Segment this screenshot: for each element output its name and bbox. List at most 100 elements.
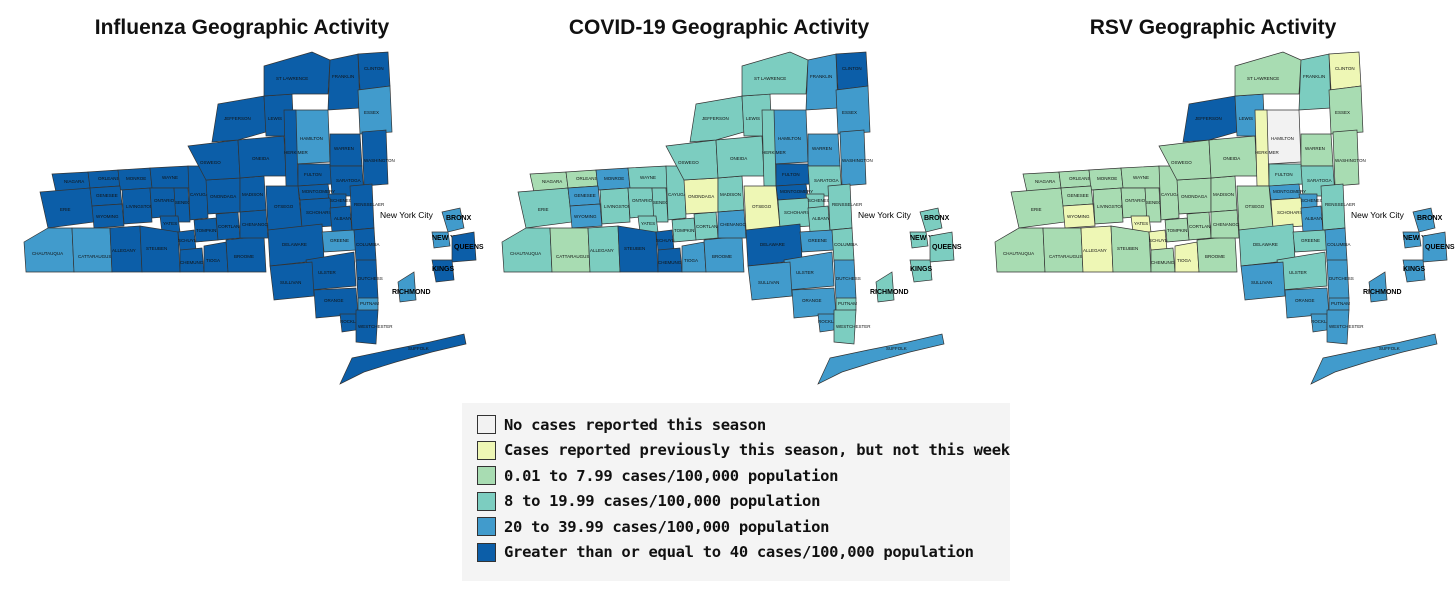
county-label-richmond: RICHMOND bbox=[1363, 289, 1402, 296]
county-essex bbox=[835, 85, 871, 135]
county-label-kings: KINGS bbox=[910, 266, 933, 273]
county-label-monroe: MONROE bbox=[604, 176, 624, 181]
county-ontario bbox=[1120, 187, 1148, 219]
county-seneca bbox=[173, 187, 191, 223]
county-label-clinton: CLINTON bbox=[364, 66, 384, 71]
county-label-dutchess: DUTCHESS bbox=[1329, 276, 1354, 281]
county-label-wyoming: WYOMING bbox=[574, 214, 597, 219]
county-queens bbox=[451, 231, 477, 263]
county-label-tompkins: TOMPKINS bbox=[196, 228, 219, 233]
county-label-schenectady: SCHENECTADY bbox=[808, 198, 842, 203]
county-tioga bbox=[1174, 241, 1200, 273]
county-label-cattaraugus: CATTARAUGUS bbox=[556, 254, 589, 259]
county-label-steuben: STEUBEN bbox=[146, 246, 167, 251]
county-label-putnam: PUTNAM bbox=[1331, 301, 1350, 306]
county-label-herkimer: HERKIMER bbox=[1255, 150, 1280, 155]
state-map-svg: NIAGARA ORLEANS MONROE WAYNE ERIE GENESEE WYOM… bbox=[23, 51, 484, 385]
county-label-stlawrence: ST LAWRENCE bbox=[1247, 76, 1279, 81]
county-bronx bbox=[919, 207, 943, 233]
county-label-seneca: SENECA bbox=[175, 200, 194, 205]
legend-item-no-cases: No cases reported this season bbox=[462, 412, 1010, 438]
county-herkimer bbox=[283, 109, 299, 187]
county-label-ontario: ONTARIO bbox=[154, 198, 175, 203]
county-label-columbia: COLUMBIA bbox=[356, 242, 380, 247]
county-label-genesee: GENESEE bbox=[96, 193, 118, 198]
county-newyork bbox=[909, 231, 929, 249]
county-kings bbox=[1402, 259, 1426, 283]
county-rensselaer bbox=[1320, 183, 1346, 231]
county-label-oneida: ONEIDA bbox=[730, 156, 747, 161]
county-label-cattaraugus: CATTARAUGUS bbox=[1049, 254, 1082, 259]
state-map-svg: NIAGARA ORLEANS MONROE WAYNE ERIE GENESEE WYOM… bbox=[994, 51, 1455, 385]
county-label-wyoming: WYOMING bbox=[1067, 214, 1090, 219]
county-bronx bbox=[441, 207, 465, 233]
county-label-montgomery: MONTGOMERY bbox=[780, 189, 813, 194]
county-label-rockland: ROCKLAND bbox=[818, 319, 844, 324]
county-label-greene: GREENE bbox=[330, 238, 349, 243]
influenza-map: NIAGARA ORLEANS MONROE WAYNE ERIE GENESEE WYOM… bbox=[12, 46, 492, 391]
county-label-tompkins: TOMPKINS bbox=[1167, 228, 1190, 233]
county-label-queens: QUEENS bbox=[1425, 244, 1455, 251]
county-label-columbia: COLUMBIA bbox=[1327, 242, 1351, 247]
county-label-essex: ESSEX bbox=[364, 110, 379, 115]
county-label-ulster: ULSTER bbox=[318, 270, 337, 275]
legend: No cases reported this season Cases repo… bbox=[462, 403, 1010, 581]
state-map-svg: NIAGARA ORLEANS MONROE WAYNE ERIE GENESEE WYOM… bbox=[501, 51, 962, 385]
county-label-wayne: WAYNE bbox=[640, 175, 656, 180]
county-label-columbia: COLUMBIA bbox=[834, 242, 858, 247]
county-label-chenango: CHENANGO bbox=[242, 222, 269, 227]
county-queens bbox=[929, 231, 955, 263]
county-westchester bbox=[1326, 309, 1350, 345]
county-label-kings: KINGS bbox=[1403, 266, 1426, 273]
county-label-sullivan: SULLIVAN bbox=[758, 280, 779, 285]
county-cattaraugus bbox=[71, 227, 113, 273]
county-label-delaware: DELAWARE bbox=[1253, 242, 1278, 247]
county-label-tompkins: TOMPKINS bbox=[674, 228, 697, 233]
legend-swatch bbox=[477, 491, 496, 511]
county-label-richmond: RICHMOND bbox=[392, 289, 431, 296]
influenza-map-title: Influenza Geographic Activity bbox=[94, 16, 390, 39]
county-label-queens: QUEENS bbox=[454, 244, 484, 251]
covid-map-title: COVID-19 Geographic Activity bbox=[568, 16, 870, 39]
legend-label: 8 to 19.99 cases/100,000 population bbox=[504, 492, 821, 511]
legend-label: Greater than or equal to 40 cases/100,00… bbox=[504, 543, 974, 562]
county-label-seneca: SENECA bbox=[1146, 200, 1165, 205]
county-label-westchester: WESTCHESTER bbox=[1329, 324, 1364, 329]
county-stlawrence bbox=[1234, 51, 1302, 97]
county-label-stlawrence: ST LAWRENCE bbox=[276, 76, 308, 81]
county-label-allegany: ALLEGANY bbox=[590, 248, 614, 253]
county-label-dutchess: DUTCHESS bbox=[836, 276, 861, 281]
county-label-niagara: NIAGARA bbox=[1035, 179, 1055, 184]
county-label-franklin: FRANKLIN bbox=[810, 74, 832, 79]
county-label-wayne: WAYNE bbox=[1133, 175, 1149, 180]
county-livingston bbox=[121, 187, 153, 225]
county-label-cayuga: CAYUGA bbox=[1161, 192, 1180, 197]
county-sullivan bbox=[747, 261, 793, 301]
county-label-orange: ORANGE bbox=[802, 298, 822, 303]
county-washington bbox=[1332, 129, 1360, 187]
county-label-oswego: OSWEGO bbox=[1171, 160, 1192, 165]
county-label-yates: YATES bbox=[641, 221, 655, 226]
county-label-chenango: CHENANGO bbox=[720, 222, 747, 227]
county-label-westchester: WESTCHESTER bbox=[836, 324, 871, 329]
county-chenango bbox=[1210, 209, 1240, 239]
nyc-label: New York City bbox=[858, 210, 912, 220]
county-label-livingston: LIVINGSTON bbox=[1097, 204, 1124, 209]
county-chautauqua bbox=[23, 227, 75, 273]
county-richmond bbox=[397, 271, 417, 303]
county-label-chautauqua: CHAUTAUQUA bbox=[1003, 251, 1034, 256]
county-label-tioga: TIOGA bbox=[684, 258, 698, 263]
county-label-orange: ORANGE bbox=[1295, 298, 1315, 303]
county-label-onondaga: ONONDAGA bbox=[688, 194, 714, 199]
county-label-newyork: NEW YORK bbox=[910, 235, 948, 242]
county-label-yates: YATES bbox=[163, 221, 177, 226]
county-label-rockland: ROCKLAND bbox=[1311, 319, 1337, 324]
county-label-oswego: OSWEGO bbox=[678, 160, 699, 165]
county-label-albany: ALBANY bbox=[334, 216, 352, 221]
county-richmond bbox=[875, 271, 895, 303]
county-seneca bbox=[1144, 187, 1162, 223]
county-cattaraugus bbox=[549, 227, 591, 273]
county-rensselaer bbox=[827, 183, 853, 231]
county-label-rensselaer: RENSSELAER bbox=[354, 202, 385, 207]
county-label-rensselaer: RENSSELAER bbox=[832, 202, 863, 207]
